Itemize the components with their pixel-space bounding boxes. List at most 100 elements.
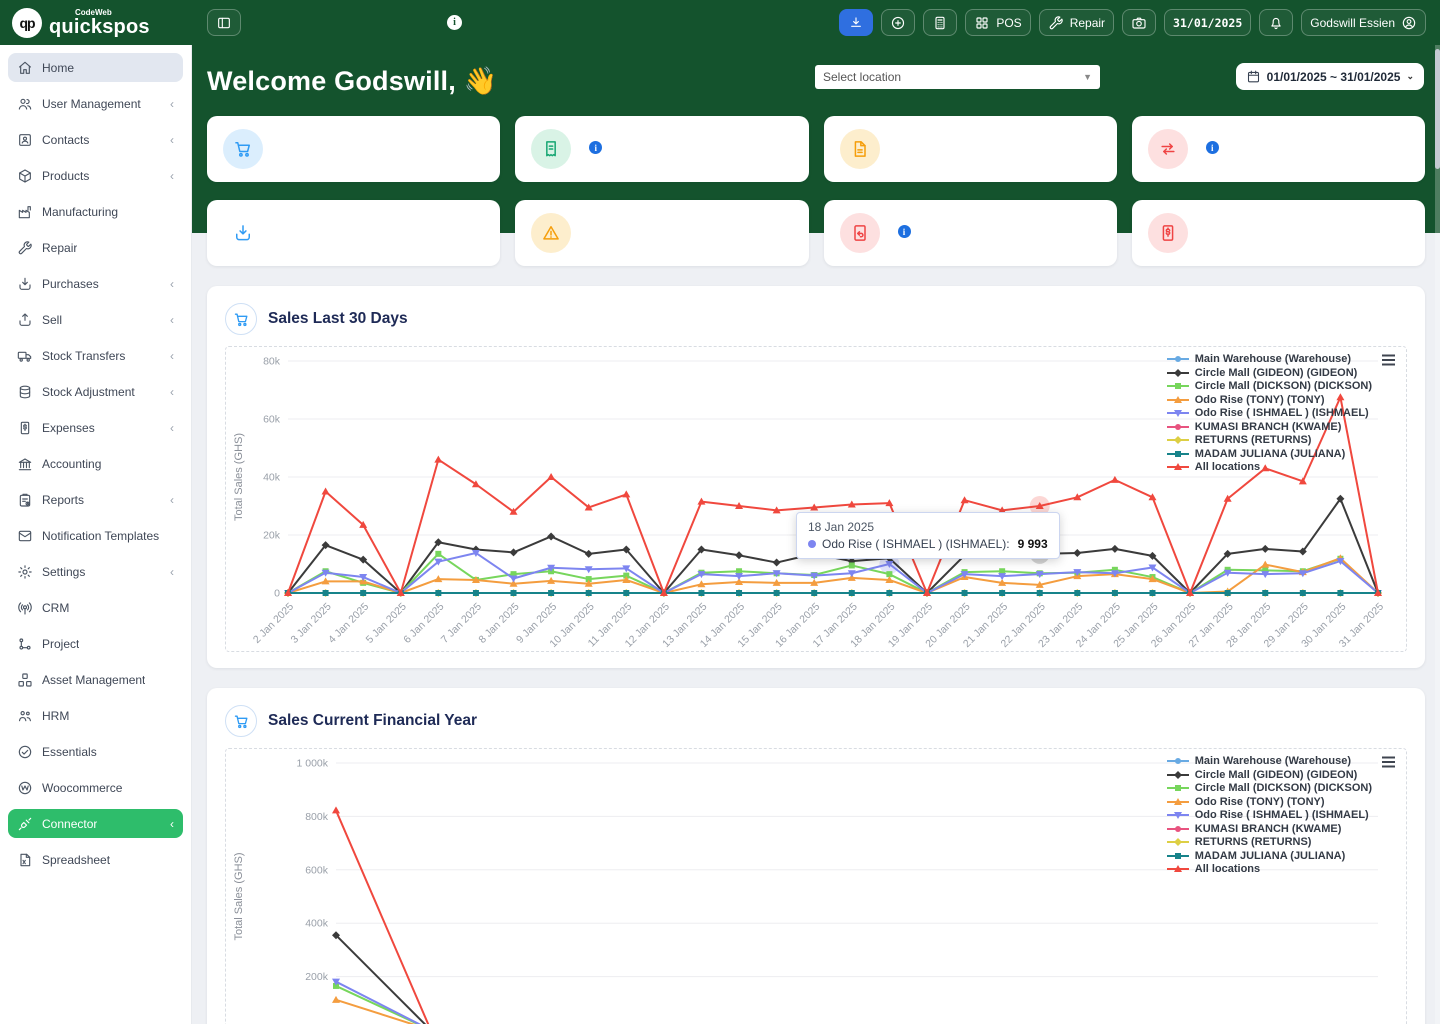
- sidebar-item-stock-transfers[interactable]: Stock Transfers ‹: [8, 341, 183, 370]
- sidebar-item-products[interactable]: Products ‹: [8, 161, 183, 190]
- camera-button[interactable]: [1122, 9, 1157, 36]
- date-range-label: 01/01/2025 ~ 31/01/2025: [1266, 69, 1401, 84]
- sidebar-item-crm[interactable]: CRM: [8, 593, 183, 622]
- kpi-card-total-sell-return: i: [1131, 116, 1425, 182]
- select-caret-icon: ▼: [1083, 72, 1092, 82]
- legend-item[interactable]: MADAM JULIANA (JULIANA): [1166, 850, 1372, 862]
- kpi-card-total-purchase-return: i: [823, 200, 1117, 266]
- sidebar-item-label: Manufacturing: [42, 204, 119, 219]
- info-icon[interactable]: i: [1205, 141, 1219, 154]
- tooltip-value: 9 993: [1017, 537, 1048, 551]
- sidebar-item-label: Woocommerce: [42, 780, 123, 795]
- legend-item[interactable]: Circle Mall (DICKSON) (DICKSON): [1166, 782, 1372, 794]
- date-range-picker[interactable]: 01/01/2025 ~ 31/01/2025 ⌄: [1235, 63, 1424, 90]
- sidebar-item-label: Products: [42, 168, 90, 183]
- legend-item[interactable]: Odo Rise ( ISHMAEL ) (ISHMAEL): [1166, 809, 1372, 821]
- sidebar-item-repair[interactable]: Repair: [8, 233, 183, 262]
- sidebar-item-accounting[interactable]: Accounting: [8, 449, 183, 478]
- sidebar-item-asset-management[interactable]: Asset Management: [8, 665, 183, 694]
- sidebar-item-purchases[interactable]: Purchases ‹: [8, 269, 183, 298]
- user-menu-button[interactable]: Godswill Essien: [1301, 9, 1426, 36]
- sidebar-item-notification-templates[interactable]: Notification Templates: [8, 521, 183, 550]
- sidebar-item-stock-adjustment[interactable]: Stock Adjustment ‹: [8, 377, 183, 406]
- sidebar-item-reports[interactable]: Reports ‹: [8, 485, 183, 514]
- repair-button-label: Repair: [1069, 15, 1106, 30]
- chevron-left-icon: ‹: [170, 420, 174, 435]
- sidebar-item-expenses[interactable]: Expenses ‹: [8, 413, 183, 442]
- user-circle-icon: [1401, 15, 1417, 31]
- legend-item[interactable]: Main Warehouse (Warehouse): [1166, 353, 1372, 365]
- sidebar-item-settings[interactable]: Settings ‹: [8, 557, 183, 586]
- legend-item[interactable]: Circle Mall (GIDEON) (GIDEON): [1166, 769, 1372, 781]
- legend-label: Main Warehouse (Warehouse): [1194, 353, 1352, 365]
- sidebar-item-label: Essentials: [42, 744, 97, 759]
- chevron-left-icon: ‹: [170, 168, 174, 183]
- pos-button[interactable]: POS: [965, 9, 1031, 36]
- legend-item[interactable]: RETURNS (RETURNS): [1166, 434, 1372, 446]
- sidebar-item-label: Contacts: [42, 132, 90, 147]
- topbar-date-button[interactable]: 31/01/2025: [1164, 9, 1252, 36]
- sidebar-item-connector[interactable]: Connector ‹: [8, 809, 183, 838]
- sidebar-item-user-management[interactable]: User Management ‹: [8, 89, 183, 118]
- info-icon[interactable]: i: [897, 225, 911, 238]
- legend-item[interactable]: RETURNS (RETURNS): [1166, 836, 1372, 848]
- chevron-left-icon: ‹: [170, 816, 174, 831]
- info-icon[interactable]: i: [589, 141, 603, 154]
- legend-item[interactable]: All locations: [1166, 461, 1372, 473]
- sales-last-30-days-chart[interactable]: 0 20k 40k 60k 80k Total Sales (GHS) 2 Jan 2025…: [225, 346, 1407, 652]
- sidebar-item-label: Expenses: [42, 420, 95, 435]
- sidebar-item-sell[interactable]: Sell ‹: [8, 305, 183, 334]
- svg-text:Total Sales (GHS): Total Sales (GHS): [233, 433, 245, 521]
- chevron-left-icon: ‹: [170, 492, 174, 507]
- legend-item[interactable]: KUMASI BRANCH (KWAME): [1166, 421, 1372, 433]
- legend-item[interactable]: Odo Rise (TONY) (TONY): [1166, 394, 1372, 406]
- sidebar-item-label: Stock Transfers: [42, 348, 126, 363]
- plus-circle-icon: [890, 15, 906, 31]
- calculator-button[interactable]: [923, 9, 958, 36]
- select-location[interactable]: Select location ▼: [815, 65, 1100, 89]
- brand-logo: qp CodeWeb quickspos: [0, 0, 192, 45]
- legend-item[interactable]: MADAM JULIANA (JULIANA): [1166, 448, 1372, 460]
- legend-item[interactable]: Circle Mall (DICKSON) (DICKSON): [1166, 380, 1372, 392]
- info-icon[interactable]: i: [447, 15, 462, 30]
- download-button[interactable]: [839, 9, 874, 36]
- legend-item[interactable]: Odo Rise ( ISHMAEL ) (ISHMAEL): [1166, 407, 1372, 419]
- sidebar-item-spreadsheet[interactable]: Spreadsheet: [8, 845, 183, 874]
- legend-label: Odo Rise (TONY) (TONY): [1194, 393, 1325, 406]
- sidebar-item-home[interactable]: Home: [8, 53, 183, 82]
- essentials-icon: [17, 744, 33, 760]
- page-scrollbar[interactable]: [1435, 45, 1440, 1024]
- legend-item[interactable]: KUMASI BRANCH (KWAME): [1166, 823, 1372, 835]
- kpi-card-net: i: [515, 116, 809, 182]
- download-icon: [848, 15, 864, 31]
- stock-adjustment-icon: [17, 384, 33, 400]
- expenses-icon: [17, 420, 33, 436]
- chevron-left-icon: ‹: [170, 384, 174, 399]
- chart-menu-icon[interactable]: [1381, 353, 1396, 371]
- notifications-button[interactable]: [1259, 9, 1294, 36]
- sidebar-item-manufacturing[interactable]: Manufacturing: [8, 197, 183, 226]
- sidebar-item-label: Notification Templates: [42, 528, 160, 543]
- legend-label: Circle Mall (GIDEON) (GIDEON): [1194, 366, 1358, 379]
- sidebar-item-project[interactable]: Project: [8, 629, 183, 658]
- sidebar-item-hrm[interactable]: HRM: [8, 701, 183, 730]
- repair-button[interactable]: Repair: [1038, 9, 1115, 36]
- svg-text:400k: 400k: [305, 918, 329, 930]
- sidebar-item-label: Reports: [42, 492, 85, 507]
- sidebar-collapse-button[interactable]: [207, 9, 241, 36]
- add-button[interactable]: [881, 9, 916, 36]
- legend-item[interactable]: All locations: [1166, 863, 1372, 875]
- sidebar-item-essentials[interactable]: Essentials: [8, 737, 183, 766]
- legend-item[interactable]: Main Warehouse (Warehouse): [1166, 755, 1372, 767]
- sidebar: Home User Management ‹ Contacts ‹ Products ‹ Ma…: [0, 45, 192, 1024]
- legend-item[interactable]: Circle Mall (GIDEON) (GIDEON): [1166, 367, 1372, 379]
- sidebar-item-contacts[interactable]: Contacts ‹: [8, 125, 183, 154]
- brand-subname: CodeWeb: [75, 7, 112, 17]
- legend-label: Circle Mall (GIDEON) (GIDEON): [1194, 768, 1358, 781]
- wave-emoji: 👋: [463, 66, 498, 96]
- sidebar-item-woocommerce[interactable]: Woocommerce: [8, 773, 183, 802]
- chart-menu-icon[interactable]: [1381, 755, 1396, 773]
- legend-item[interactable]: Odo Rise (TONY) (TONY): [1166, 796, 1372, 808]
